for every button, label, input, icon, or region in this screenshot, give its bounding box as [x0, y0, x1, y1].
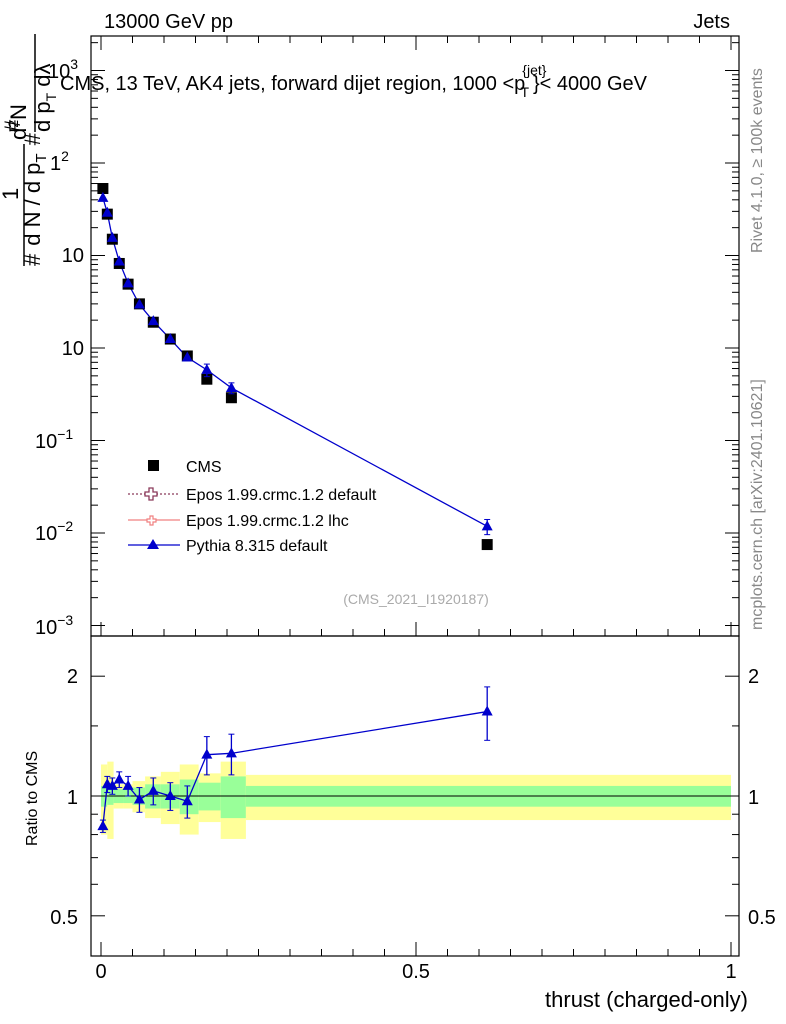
svg-text:d pT dλ: d pT dλ — [30, 63, 59, 132]
pythia-point — [97, 191, 109, 202]
legend-label-epos-default: Epos 1.99.crmc.1.2 default — [186, 487, 377, 504]
main-ytick-labels: 103 12 10 10 10−1 10−2 10−3 — [35, 56, 84, 639]
ratio-ytick-1-left: 1 — [67, 787, 78, 809]
main-data — [97, 183, 493, 551]
cms-point — [481, 539, 493, 551]
main-title: CMS, 13 TeV, AK4 jets, forward dijet reg… — [60, 62, 648, 100]
xtick-1: 1 — [725, 961, 736, 983]
analysis-id: (CMS_2021_I1920187) — [343, 591, 489, 607]
pythia-point — [181, 351, 193, 362]
svg-text:#: # — [0, 119, 25, 132]
pythia-point — [122, 277, 134, 288]
legend-marker-epos-default — [128, 487, 180, 501]
ratio-point — [481, 705, 493, 716]
legend: CMS Epos 1.99.crmc.1.2 default Epos 1.99… — [128, 459, 377, 555]
ratio-point — [164, 790, 176, 800]
ratio-point — [225, 747, 237, 758]
ratio-point — [97, 820, 109, 831]
pythia-point — [225, 381, 237, 392]
ratio-point — [201, 748, 213, 759]
pythia-point — [133, 298, 145, 309]
legend-marker-epos-lhc — [128, 515, 180, 526]
ytick-1e3: 103 — [48, 56, 78, 83]
pythia-point — [101, 206, 113, 217]
main-ylabel: #d N / d pT# 1 d2N d pT dλ # — [0, 34, 59, 266]
ratio-ylabel: Ratio to CMS — [24, 751, 41, 846]
header-right: Jets — [693, 11, 730, 33]
ratio-point — [113, 773, 125, 784]
ratio-ytick-2-left: 2 — [67, 666, 78, 688]
ratio-bands — [91, 761, 739, 839]
pythia-point — [201, 363, 213, 374]
cms-point — [201, 373, 213, 385]
main-xticks — [100, 36, 732, 636]
band-green — [198, 782, 221, 811]
ratio-point — [122, 779, 134, 790]
xtick-05: 0.5 — [402, 961, 430, 983]
ytick-1e2: 12 — [50, 148, 69, 175]
ytick-10: 10 — [62, 245, 84, 267]
pythia-point — [113, 255, 125, 266]
ratio-ytick-labels: 0.5 1 2 0.5 1 2 — [50, 666, 776, 929]
ratio-xlabel: thrust (charged-only) — [545, 987, 748, 1012]
main-frame — [90, 35, 740, 637]
legend-marker-pythia — [128, 539, 180, 549]
ratio-point — [181, 795, 193, 806]
cms-point — [97, 183, 109, 195]
pythia-point — [147, 315, 159, 326]
rivet-label: Rivet 4.1.0, ≥ 100k events — [749, 68, 766, 253]
cms-point — [225, 392, 237, 404]
ratio-xticks — [100, 942, 732, 956]
main-yticks — [91, 42, 739, 626]
legend-label-epos-lhc: Epos 1.99.crmc.1.2 lhc — [186, 513, 349, 530]
svg-text:1: 1 — [0, 188, 23, 200]
header-left: 13000 GeV pp — [104, 11, 233, 33]
ratio-yticks — [91, 675, 739, 917]
xtick-0: 0 — [95, 961, 106, 983]
ratio-point — [106, 779, 118, 790]
legend-label-pythia: Pythia 8.315 default — [186, 538, 328, 555]
ratio-ytick-05-right: 0.5 — [748, 907, 776, 929]
pythia-point — [106, 231, 118, 242]
ytick-1e-1: 10−1 — [35, 426, 73, 453]
ratio-data — [97, 686, 493, 833]
ratio-ytick-2-right: 2 — [748, 666, 759, 688]
pythia-point — [481, 520, 493, 531]
band-green — [220, 776, 246, 819]
ytick-1e-2: 10−2 — [35, 518, 73, 545]
pythia-line — [102, 197, 488, 527]
ratio-point — [147, 784, 159, 795]
ratio-point — [133, 793, 145, 804]
legend-label-cms: CMS — [186, 459, 222, 476]
ratio-frame — [90, 635, 740, 957]
legend-marker-cms — [148, 460, 159, 471]
ytick-1: 10 — [62, 338, 84, 360]
svg-text:d2N: d2N — [5, 104, 31, 140]
ratio-xtick-labels: 0 0.5 1 — [95, 961, 736, 983]
ytick-1e-3: 10−3 — [35, 612, 73, 639]
ratio-ytick-05-left: 0.5 — [50, 907, 78, 929]
mcplots-label: mcplots.cern.ch [arXiv:2401.10621] — [749, 379, 766, 630]
ratio-ytick-1-right: 1 — [748, 787, 759, 809]
pythia-point — [164, 333, 176, 344]
